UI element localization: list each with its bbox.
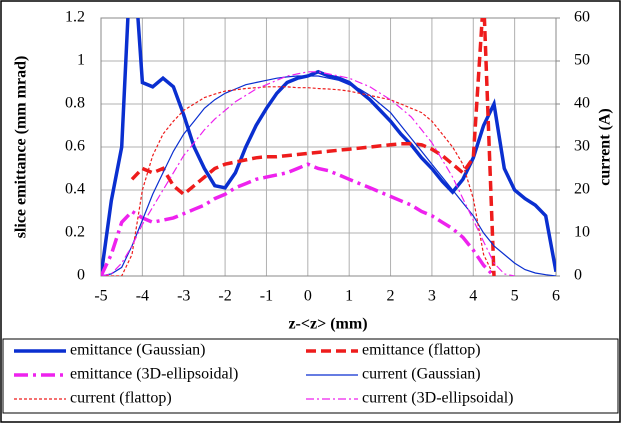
y2-tick-label: 50 bbox=[574, 52, 590, 69]
y2-tick-label: 40 bbox=[574, 95, 590, 112]
y2-tick-label: 20 bbox=[574, 181, 590, 198]
x-tick-label: 5 bbox=[511, 288, 519, 305]
plot-lines bbox=[101, 18, 556, 276]
x-tick-label: 0 bbox=[304, 288, 312, 305]
x-tick-label: -1 bbox=[260, 288, 273, 305]
y-tick-label: 0 bbox=[77, 267, 85, 284]
x-tick-label: 1 bbox=[345, 288, 353, 305]
legend-frame bbox=[2, 338, 619, 414]
y-tick-label: 1 bbox=[77, 52, 85, 69]
legend-label: emittance (3D-ellipsoidal) bbox=[70, 366, 238, 383]
y2-tick-label: 10 bbox=[574, 224, 590, 241]
y-tick-label: 0.2 bbox=[65, 224, 85, 241]
x-tick-label: 2 bbox=[387, 288, 395, 305]
legend-label: current (3D-ellipsoidal) bbox=[362, 390, 514, 407]
y2-tick-label: 0 bbox=[574, 267, 582, 284]
y2-tick-label: 60 bbox=[574, 9, 590, 26]
series-line bbox=[101, 75, 556, 276]
x-tick-label: 4 bbox=[469, 288, 477, 305]
x-tick-label: -4 bbox=[136, 288, 149, 305]
legend-label: emittance (flattop) bbox=[362, 342, 481, 359]
series-line bbox=[101, 18, 556, 276]
x-tick-label: 3 bbox=[428, 288, 436, 305]
series-line bbox=[101, 86, 495, 276]
y-tick-label: 0.6 bbox=[65, 138, 85, 155]
y-tick-label: 1.2 bbox=[65, 9, 85, 26]
y-tick-label: 0.4 bbox=[65, 181, 85, 198]
x-tick-label: 6 bbox=[552, 288, 560, 305]
legend-label: current (flattop) bbox=[70, 390, 172, 407]
y-axis-title: slice emittance (mm mrad) bbox=[13, 56, 30, 239]
x-tick-label: -2 bbox=[218, 288, 231, 305]
y2-axis-title: current (A) bbox=[597, 108, 614, 185]
y-tick-label: 0.8 bbox=[65, 95, 85, 112]
x-tick-label: -3 bbox=[177, 288, 190, 305]
legend-label: emittance (Gaussian) bbox=[70, 342, 206, 359]
series-line bbox=[101, 162, 496, 276]
legend-label: current (Gaussian) bbox=[362, 366, 481, 383]
series-line bbox=[130, 18, 496, 276]
x-axis-title: z-<z> (mm) bbox=[288, 316, 367, 333]
y2-tick-label: 30 bbox=[574, 138, 590, 155]
x-tick-label: -5 bbox=[94, 288, 107, 305]
